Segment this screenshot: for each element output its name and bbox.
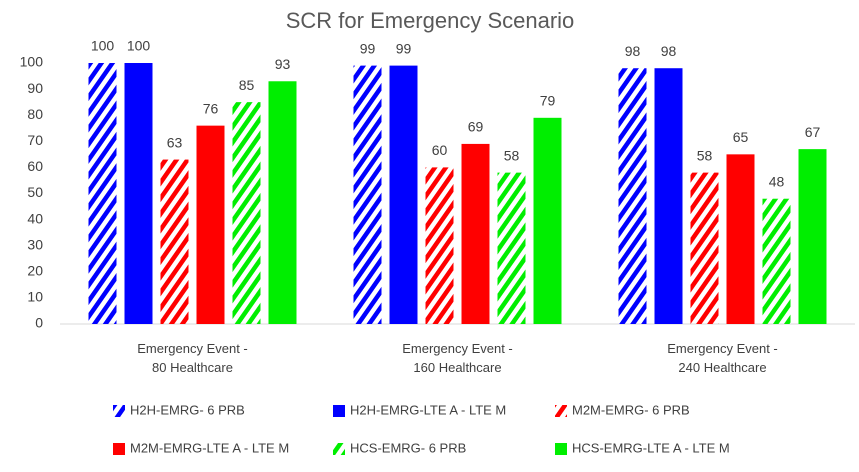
- y-tick-label: 90: [27, 80, 43, 96]
- data-label: 98: [625, 43, 641, 59]
- legend-swatch: [333, 443, 345, 455]
- data-label: 99: [396, 40, 412, 56]
- bar: [425, 167, 454, 324]
- bar: [461, 143, 490, 324]
- chart-title: SCR for Emergency Scenario: [286, 8, 575, 33]
- bar: [497, 172, 526, 324]
- y-tick-label: 20: [27, 263, 43, 279]
- bar: [160, 159, 189, 324]
- legend-swatch: [555, 405, 567, 417]
- bar: [726, 154, 755, 324]
- x-tick-label: Emergency Event - 160 Healthcare: [402, 341, 513, 375]
- bar: [654, 68, 683, 324]
- x-tick-label: Emergency Event - 80 Healthcare: [137, 341, 248, 375]
- y-tick-label: 100: [20, 54, 44, 70]
- data-label: 58: [697, 147, 713, 163]
- legend-label: H2H-EMRG-LTE A - LTE M: [350, 402, 506, 417]
- legend-swatch: [113, 405, 125, 417]
- y-tick-label: 80: [27, 106, 43, 122]
- bar: [268, 81, 297, 325]
- data-label: 85: [239, 77, 255, 93]
- data-label: 99: [360, 40, 376, 56]
- data-label: 98: [661, 43, 677, 59]
- bar: [88, 63, 117, 324]
- bar: [762, 198, 791, 324]
- legend-label: H2H-EMRG- 6 PRB: [130, 402, 245, 417]
- y-tick-label: 50: [27, 184, 43, 200]
- data-label: 93: [275, 56, 291, 72]
- y-tick-label: 0: [35, 315, 43, 331]
- y-tick-label: 10: [27, 289, 43, 305]
- y-tick-label: 30: [27, 236, 43, 252]
- data-label: 48: [769, 173, 785, 189]
- y-tick-label: 40: [27, 210, 43, 226]
- data-label: 67: [805, 124, 821, 140]
- legend-label: M2M-EMRG-LTE A - LTE M: [130, 440, 289, 455]
- legend-label: HCS-EMRG-LTE A - LTE M: [572, 440, 730, 455]
- data-label: 63: [167, 134, 183, 150]
- bar: [353, 65, 382, 325]
- legend-swatch: [113, 443, 125, 455]
- data-label: 58: [504, 147, 520, 163]
- bar: [124, 63, 153, 324]
- legend-swatch: [555, 443, 567, 455]
- y-tick-label: 60: [27, 158, 43, 174]
- x-tick-label: Emergency Event - 240 Healthcare: [667, 341, 778, 375]
- data-label: 69: [468, 119, 484, 135]
- legend-swatch: [333, 405, 345, 417]
- bar: [196, 125, 225, 324]
- bar: [798, 149, 827, 324]
- data-label: 100: [91, 38, 115, 54]
- bar: [618, 68, 647, 324]
- bar: [690, 172, 719, 324]
- legend-label: HCS-EMRG- 6 PRB: [350, 440, 466, 455]
- bar: [232, 102, 261, 325]
- data-label: 79: [540, 93, 556, 109]
- data-label: 65: [733, 129, 749, 145]
- data-label: 76: [203, 100, 219, 116]
- legend-label: M2M-EMRG- 6 PRB: [572, 402, 690, 417]
- y-tick-label: 70: [27, 132, 43, 148]
- data-label: 100: [127, 38, 151, 54]
- bar: [389, 65, 418, 325]
- bar: [533, 117, 562, 324]
- data-label: 60: [432, 142, 448, 158]
